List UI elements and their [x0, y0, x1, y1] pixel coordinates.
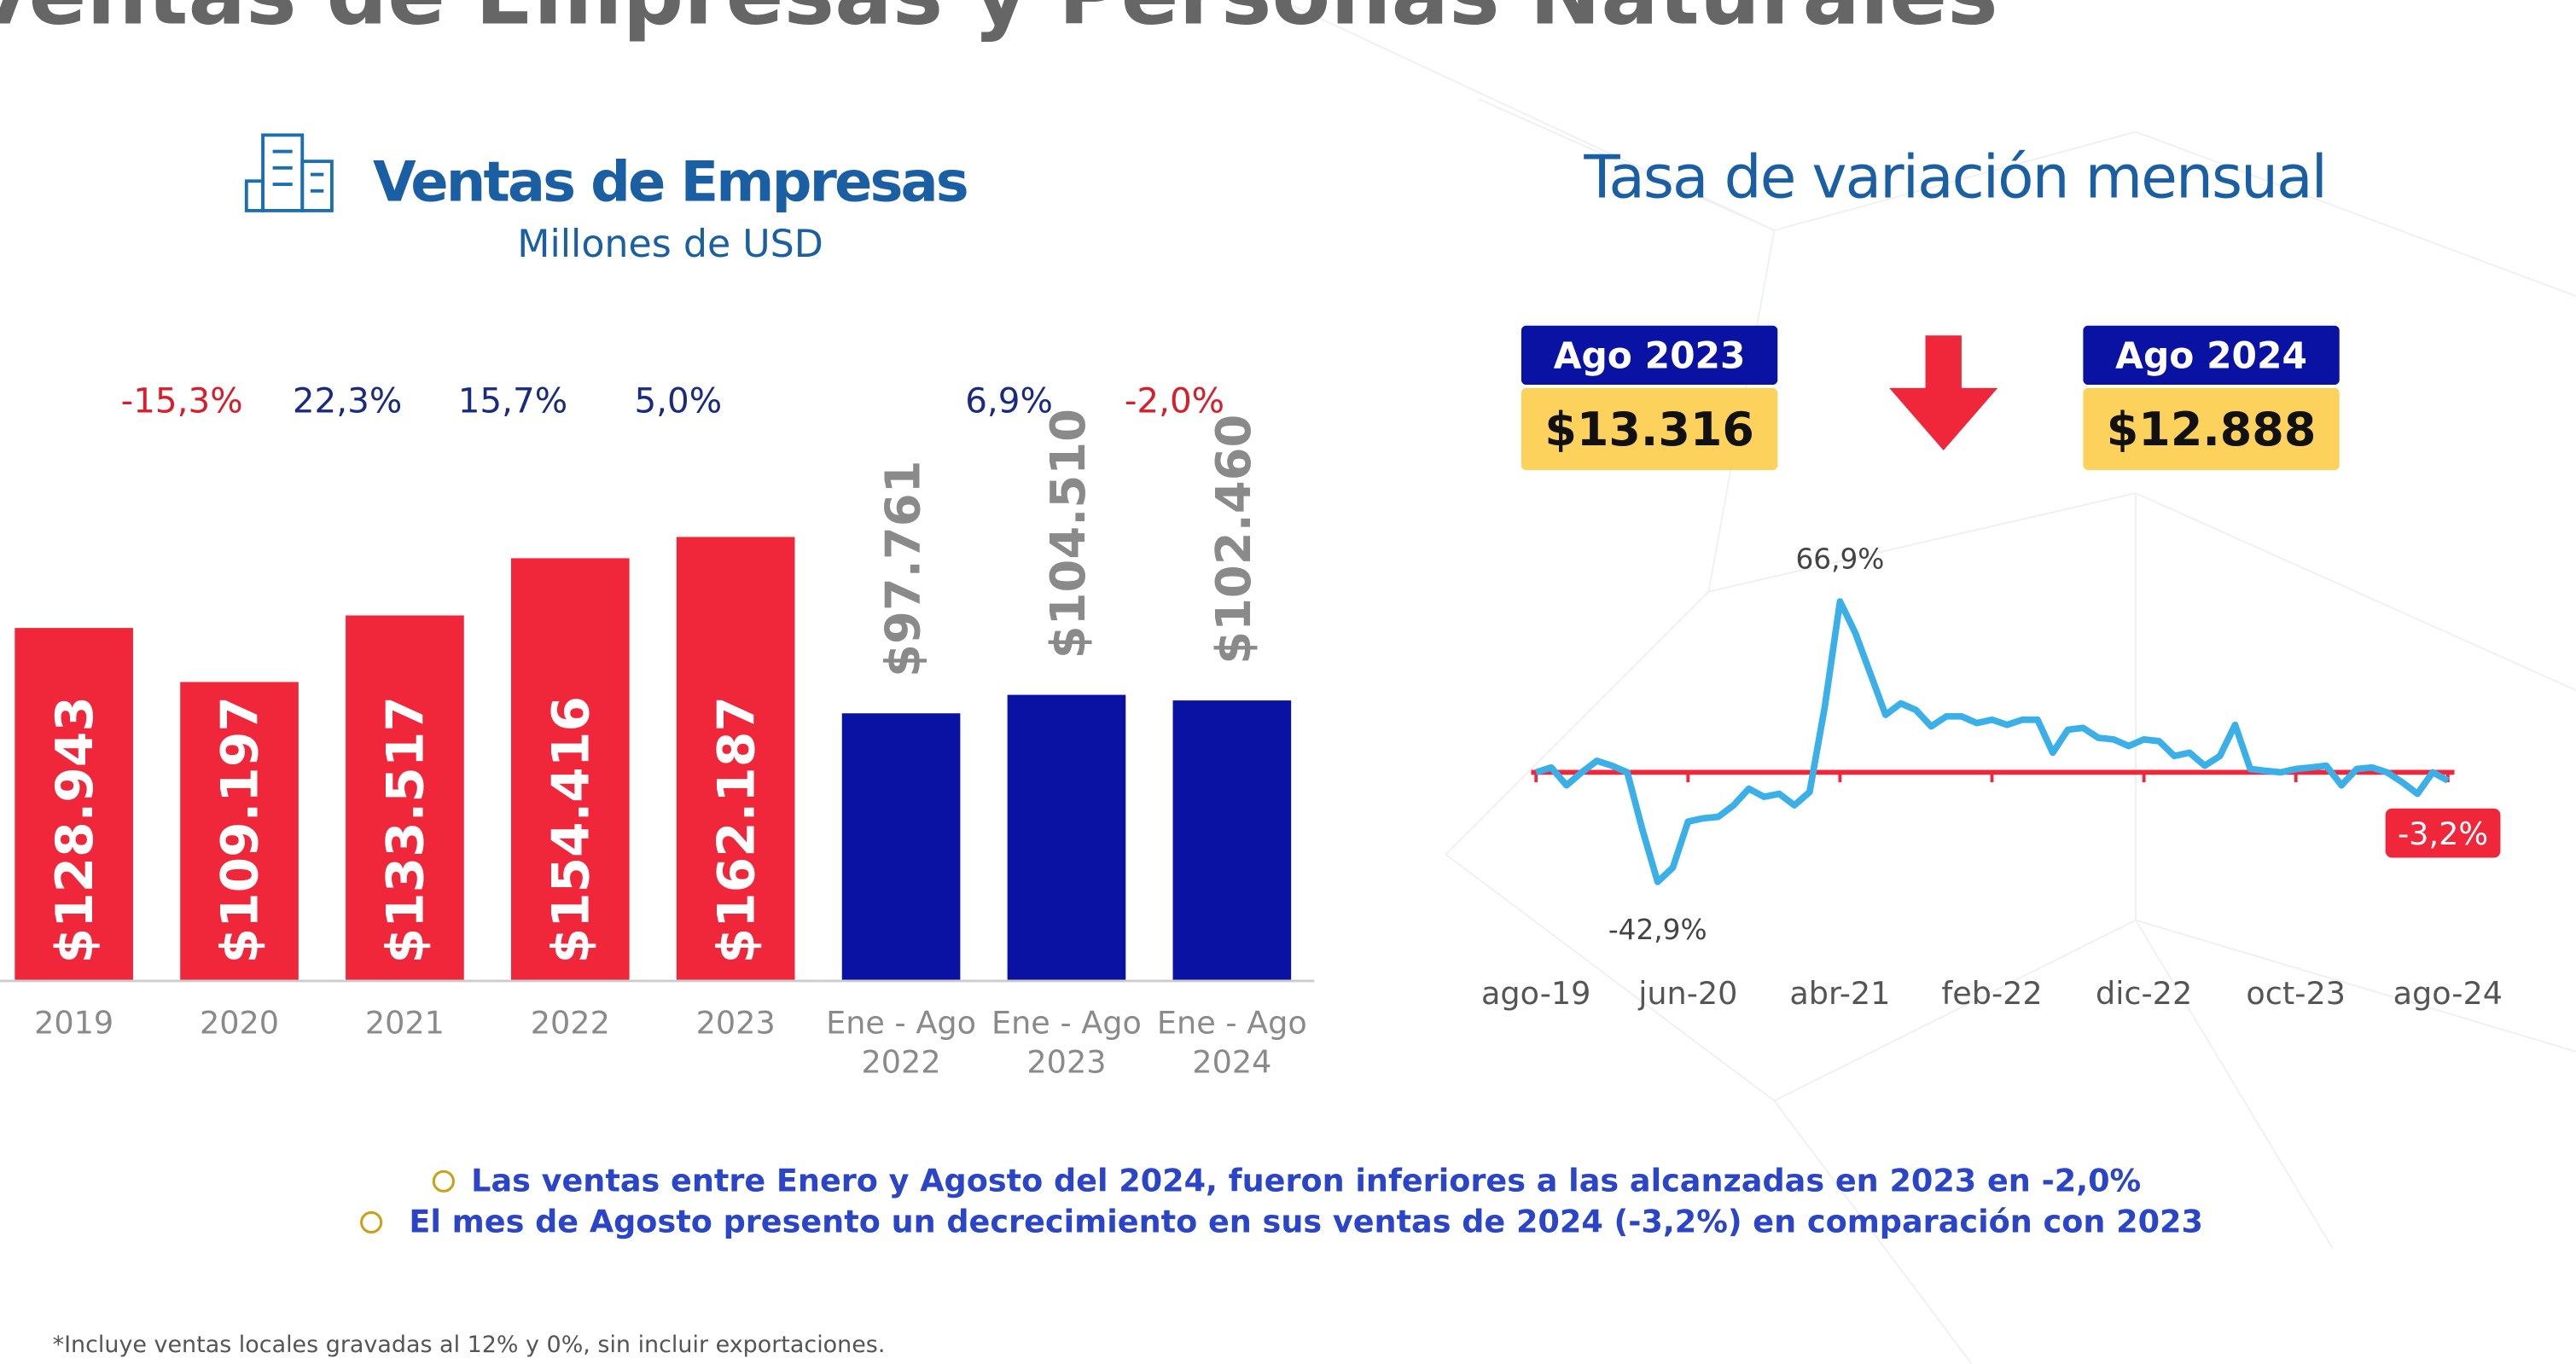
- x-tick-label: abr-21: [1789, 975, 1890, 1012]
- highlight-label: Ago 2023: [1554, 335, 1746, 377]
- bar: [1007, 694, 1126, 981]
- bar: [15, 628, 133, 981]
- highlight-label: Ago 2024: [2115, 335, 2307, 377]
- bar: [841, 713, 961, 981]
- value-label: $154.416: [542, 696, 601, 963]
- building-icon: [244, 133, 334, 212]
- chart-subtitle: Millones de USD: [517, 223, 823, 266]
- x-tick-label: Ene - Ago 2022: [826, 1005, 976, 1081]
- x-tick-label: Ene - Ago 2024: [1157, 1005, 1307, 1081]
- highlight-value: $12.888: [2107, 403, 2317, 456]
- value-label: $104.510: [1041, 409, 1096, 659]
- highlight-label-box: [2083, 325, 2340, 386]
- x-tick-label: 2022: [531, 1005, 610, 1042]
- note: El mes de Agosto presento un decrecimien…: [409, 1204, 2203, 1240]
- x-tick-label: ago-24: [2393, 975, 2503, 1012]
- background-lines: [1281, 0, 2576, 1364]
- highlight-value-box: [1521, 387, 1778, 471]
- chart-title: Tasa de variación mensual: [1583, 144, 2326, 212]
- check-icon: [360, 1210, 383, 1234]
- bar: [676, 537, 795, 981]
- highlight-label-box: [1521, 325, 1778, 386]
- value-label: $162.187: [707, 696, 766, 963]
- page-title: Ventas de Empresas y Personas Naturales: [0, 0, 1998, 44]
- x-tick-label: jun-20: [1637, 975, 1737, 1012]
- value-label-box: [2385, 808, 2501, 858]
- highlight-value: $13.316: [1544, 403, 1754, 456]
- value-label: $133.517: [377, 696, 436, 963]
- growth-label: -2,0%: [1125, 380, 1224, 421]
- value-label: $109.197: [212, 696, 270, 963]
- x-tick-label: Ene - Ago 2023: [991, 1005, 1142, 1081]
- line: [1535, 598, 2450, 885]
- bar: [1172, 700, 1292, 981]
- x-tick-label: oct-23: [2246, 975, 2346, 1012]
- value-label: $97.761: [875, 461, 931, 677]
- down-arrow: [1889, 335, 1998, 451]
- value-label: -3,2%: [2398, 815, 2488, 852]
- check-icon: [432, 1170, 455, 1193]
- growth-label: 22,3%: [293, 380, 402, 421]
- bar: [180, 682, 299, 981]
- value-label: -42,9%: [1608, 914, 1707, 946]
- footnote: *Incluye ventas locales gravadas al 12% …: [53, 1332, 886, 1358]
- growth-label: 5,0%: [634, 380, 722, 421]
- x-tick-label: 2020: [200, 1005, 279, 1042]
- x-tick-label: feb-22: [1941, 975, 2042, 1012]
- value-label: $102.460: [1207, 415, 1262, 665]
- x-tick-label: 2019: [34, 1005, 113, 1042]
- value-label: $128.943: [46, 696, 105, 963]
- note: Las ventas entre Enero y Agosto del 2024…: [471, 1162, 2141, 1199]
- chart-title: Ventas de Empresas: [373, 149, 967, 214]
- x-tick-label: 2023: [696, 1005, 776, 1042]
- value-label: 66,9%: [1795, 543, 1884, 576]
- bar: [346, 615, 464, 981]
- x-tick-label: ago-19: [1481, 975, 1590, 1012]
- growth-label: -15,3%: [121, 380, 243, 421]
- x-tick-label: dic-22: [2096, 975, 2192, 1012]
- bar: [510, 558, 630, 981]
- highlight-value-box: [2083, 387, 2340, 471]
- growth-label: 15,7%: [458, 380, 567, 421]
- growth-label: 6,9%: [965, 380, 1053, 421]
- x-tick-label: 2021: [365, 1005, 445, 1042]
